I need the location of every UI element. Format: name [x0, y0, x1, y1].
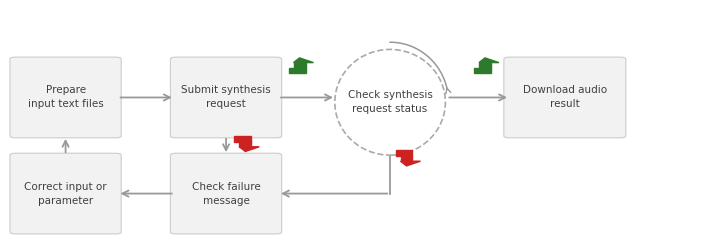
- Polygon shape: [294, 58, 314, 63]
- Polygon shape: [239, 147, 259, 151]
- Polygon shape: [395, 150, 412, 156]
- Polygon shape: [400, 156, 412, 161]
- Polygon shape: [479, 63, 491, 68]
- Polygon shape: [289, 68, 306, 73]
- Text: Submit synthesis
request: Submit synthesis request: [181, 86, 271, 110]
- FancyBboxPatch shape: [170, 57, 281, 138]
- FancyBboxPatch shape: [10, 57, 121, 138]
- FancyBboxPatch shape: [170, 153, 281, 234]
- Polygon shape: [400, 161, 420, 166]
- Text: Check failure
message: Check failure message: [192, 182, 261, 206]
- Polygon shape: [239, 141, 251, 147]
- Polygon shape: [479, 58, 499, 63]
- Text: Correct input or
parameter: Correct input or parameter: [24, 182, 107, 206]
- Text: Prepare
input text files: Prepare input text files: [28, 86, 103, 110]
- Polygon shape: [294, 63, 306, 68]
- Text: Download audio
result: Download audio result: [523, 86, 607, 110]
- FancyBboxPatch shape: [504, 57, 626, 138]
- Ellipse shape: [335, 49, 445, 155]
- Polygon shape: [234, 136, 251, 142]
- Text: Check synthesis
request status: Check synthesis request status: [348, 90, 432, 114]
- FancyBboxPatch shape: [10, 153, 121, 234]
- Polygon shape: [474, 68, 491, 73]
